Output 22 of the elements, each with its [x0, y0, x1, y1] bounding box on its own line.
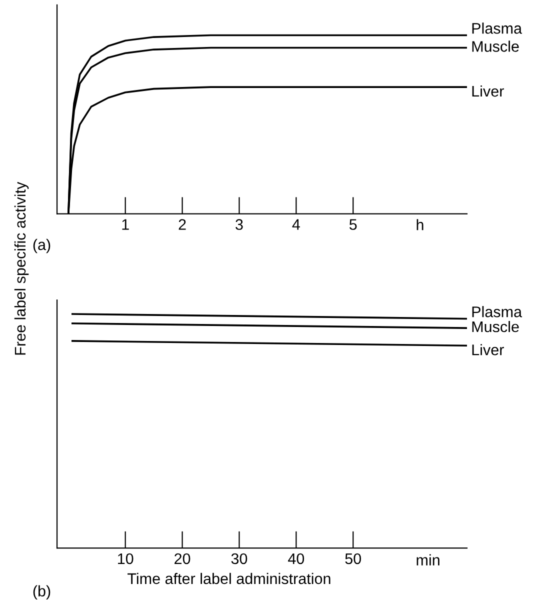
series-label: Muscle — [472, 320, 519, 332]
x-tick-label: 40 — [288, 553, 304, 564]
x-tick-label: 4 — [292, 219, 300, 230]
x-axis-title: h — [416, 219, 424, 230]
series-label: Liver — [472, 85, 504, 97]
text: Time after label administration — [128, 572, 330, 584]
series-label: Plasma — [472, 306, 522, 318]
x-tick-label: 3 — [236, 219, 243, 230]
x-tick-label: 1 — [122, 219, 129, 230]
y-axis-title: Free label specific activity — [14, 182, 29, 355]
x-tick-label: 5 — [349, 219, 357, 230]
text: (a) — [33, 238, 50, 254]
series-label: Muscle — [472, 40, 519, 52]
series-label: Liver — [472, 344, 504, 356]
x-tick-label: 20 — [174, 553, 190, 564]
x-axis-title: min — [416, 554, 440, 566]
x-tick-label: 50 — [345, 553, 362, 564]
text: (b) — [33, 585, 50, 600]
x-tick-label: 30 — [231, 553, 248, 564]
x-tick-label: 10 — [118, 553, 134, 564]
series-label: Plasma — [472, 22, 522, 34]
x-tick-label: 2 — [178, 219, 186, 230]
